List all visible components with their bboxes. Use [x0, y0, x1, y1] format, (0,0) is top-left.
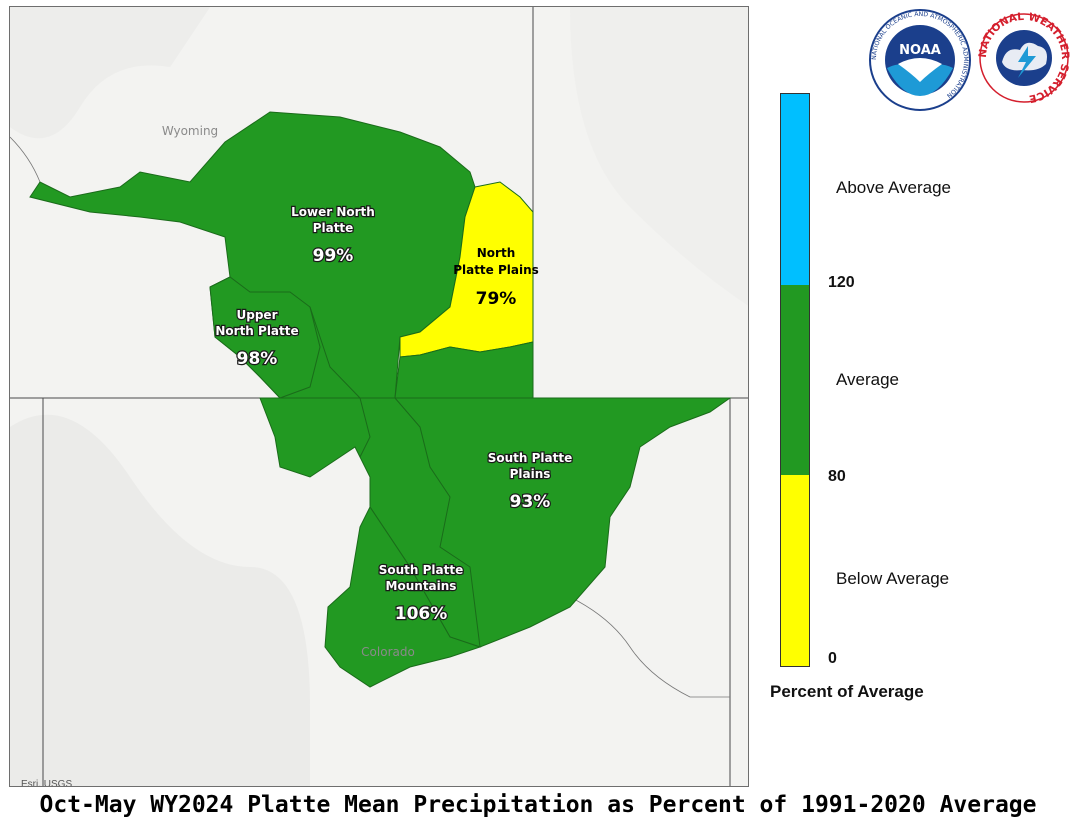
svg-text:Mountains: Mountains [386, 579, 457, 593]
svg-text:South Platte: South Platte [379, 563, 464, 577]
svg-text:99%: 99% [313, 246, 354, 266]
terrain-shading [10, 7, 748, 786]
map-title: Oct-May WY2024 Platte Mean Precipitation… [39, 792, 1037, 818]
svg-text:NOAA: NOAA [899, 43, 941, 58]
label-south-platte-plains: South Platte Plains 93% [487, 450, 574, 513]
state-label-wyoming: Wyoming [162, 124, 218, 138]
map-frame: Wyoming Colorado Lower North Platte 99% … [9, 6, 749, 787]
legend-seg-below [781, 475, 809, 667]
legend-break-0: 0 [828, 650, 837, 667]
label-north-platte-plains: North Platte Plains 79% [453, 246, 539, 309]
legend-break-80: 80 [828, 468, 846, 485]
svg-text:South Platte: South Platte [488, 451, 573, 465]
state-label-colorado: Colorado [361, 645, 415, 659]
river-lines [10, 136, 730, 698]
legend-break-120: 120 [828, 274, 855, 291]
label-upper-north-platte: Upper North Platte 98% [214, 307, 300, 370]
svg-text:106%: 106% [395, 604, 448, 624]
label-south-platte-mountains: South Platte Mountains 106% [378, 562, 465, 625]
legend-label-above: Above Average [836, 178, 951, 197]
svg-text:Plains: Plains [510, 467, 551, 481]
nws-logo: NATIONAL WEATHER SERVICE [978, 11, 1070, 105]
svg-text:North Platte: North Platte [215, 324, 298, 338]
legend-label-below: Below Average [836, 569, 950, 588]
label-lower-north-platte: Lower North Platte 99% [290, 204, 376, 267]
region-south-platte-mountains[interactable] [324, 506, 482, 688]
svg-text:79%: 79% [476, 289, 517, 309]
basin-map: Wyoming Colorado Lower North Platte 99% … [10, 7, 748, 786]
noaa-logo: NATIONAL OCEANIC AND ATMOSPHERIC ADMINIS… [869, 9, 971, 111]
legend-title: Percent of Average [770, 682, 924, 701]
basin-divides [309, 306, 481, 648]
map-attribution: Esri, USGS [21, 779, 73, 787]
region-south-platte-plains[interactable] [259, 397, 732, 648]
svg-text:North: North [477, 246, 515, 260]
legend-label-average: Average [836, 370, 900, 389]
legend-color-bar [780, 93, 810, 667]
svg-text:93%: 93% [510, 492, 551, 512]
legend-seg-above [781, 94, 809, 285]
svg-text:Platte: Platte [313, 221, 354, 235]
legend-seg-average [781, 284, 809, 476]
svg-text:98%: 98% [237, 349, 278, 369]
svg-text:Platte Plains: Platte Plains [453, 263, 539, 277]
svg-text:Upper: Upper [237, 308, 278, 322]
svg-text:Lower North: Lower North [291, 205, 375, 219]
region-upper-north-platte[interactable] [209, 276, 321, 399]
